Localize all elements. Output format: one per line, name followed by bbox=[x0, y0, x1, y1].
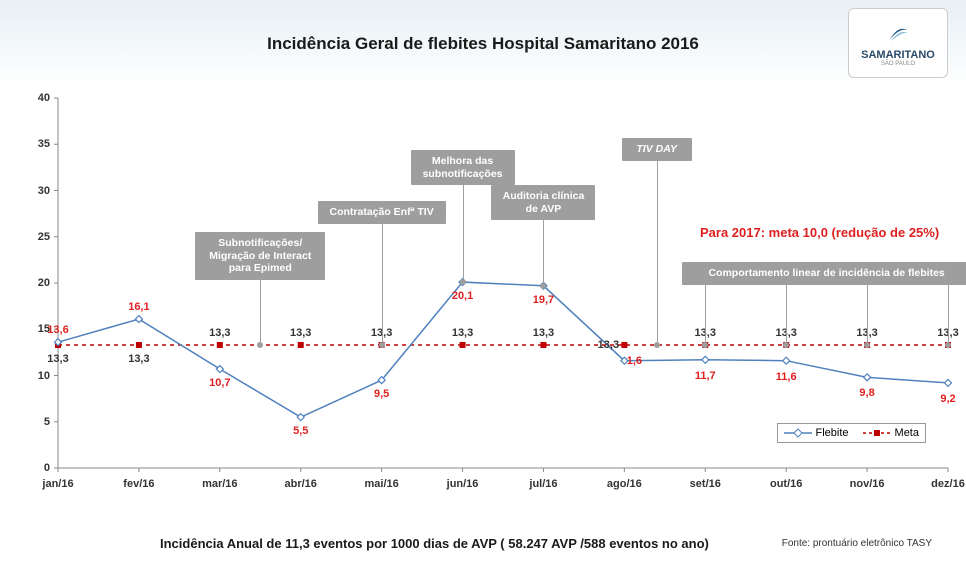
chart-title: Incidência Geral de flebites Hospital Sa… bbox=[267, 34, 699, 54]
chart-container: Incidência Geral de flebites Hospital Sa… bbox=[0, 0, 966, 563]
callout-connector bbox=[867, 285, 868, 342]
callout-dot bbox=[945, 342, 951, 348]
callout-dot bbox=[379, 342, 385, 348]
x-axis-label: jun/16 bbox=[447, 478, 479, 490]
x-axis-label: mai/16 bbox=[365, 478, 399, 490]
meta-data-label: 13,3 bbox=[209, 327, 230, 339]
y-axis-label: 0 bbox=[44, 462, 50, 474]
logo-swoosh-icon bbox=[884, 19, 912, 47]
flebite-data-label: 20,1 bbox=[452, 290, 473, 302]
y-axis-label: 20 bbox=[38, 277, 50, 289]
callout-box: Melhora dassubnotificações bbox=[411, 150, 515, 185]
callout-dot bbox=[654, 342, 660, 348]
flebite-data-label: 1,6 bbox=[627, 355, 642, 367]
callout-connector bbox=[463, 185, 464, 279]
legend-item: Flebite bbox=[784, 427, 849, 439]
flebite-data-label: 10,7 bbox=[209, 377, 230, 389]
legend-item: Meta bbox=[863, 427, 919, 439]
source-label: Fonte: prontuário eletrônico TASY bbox=[782, 538, 932, 549]
callout-box: Contratação Enfª TIV bbox=[318, 201, 446, 224]
y-axis-label: 30 bbox=[38, 185, 50, 197]
logo-name: SAMARITANO bbox=[861, 49, 935, 61]
y-axis-label: 35 bbox=[38, 138, 50, 150]
logo-subtitle: SÃO PAULO bbox=[881, 61, 915, 67]
callout-dot bbox=[864, 342, 870, 348]
x-axis-label: jan/16 bbox=[42, 478, 73, 490]
x-axis-label: set/16 bbox=[690, 478, 721, 490]
legend-label: Flebite bbox=[816, 427, 849, 439]
meta-data-label: 13,3 bbox=[290, 327, 311, 339]
x-axis-label: jul/16 bbox=[529, 478, 557, 490]
callout-box: Comportamento linear de incidência de fl… bbox=[682, 262, 966, 285]
y-axis-label: 40 bbox=[38, 92, 50, 104]
meta-data-label: 13,3 bbox=[452, 327, 473, 339]
x-axis-label: fev/16 bbox=[123, 478, 154, 490]
x-axis-label: dez/16 bbox=[931, 478, 965, 490]
meta-data-label: 13,3 bbox=[533, 327, 554, 339]
callout-box: TIV DAY bbox=[622, 138, 692, 161]
flebite-data-label: 13,6 bbox=[47, 324, 68, 336]
callout-box: Auditoria clínicade AVP bbox=[491, 185, 595, 220]
callout-connector bbox=[786, 285, 787, 342]
x-axis-label: abr/16 bbox=[285, 478, 317, 490]
legend-label: Meta bbox=[895, 427, 919, 439]
callout-connector bbox=[543, 220, 544, 283]
callout-connector bbox=[260, 280, 261, 342]
callout-dot bbox=[460, 279, 466, 285]
y-axis-label: 25 bbox=[38, 231, 50, 243]
flebite-data-label: 9,8 bbox=[859, 387, 874, 399]
flebite-data-label: 9,5 bbox=[374, 388, 389, 400]
flebite-data-label: 11,6 bbox=[776, 371, 797, 383]
callout-connector bbox=[705, 285, 706, 342]
callout-connector bbox=[382, 224, 383, 342]
x-axis-label: out/16 bbox=[770, 478, 802, 490]
flebite-data-label: 9,2 bbox=[940, 393, 955, 405]
callout-box: Subnotificações/Migração de Interactpara… bbox=[195, 232, 325, 280]
x-axis-label: nov/16 bbox=[850, 478, 885, 490]
flebite-data-label: 16,1 bbox=[128, 301, 149, 313]
chart-area: 0510152025303540jan/16fev/16mar/16abr/16… bbox=[0, 88, 966, 518]
legend-swatch bbox=[784, 427, 812, 439]
annual-incidence-footer: Incidência Anual de 11,3 eventos por 100… bbox=[160, 536, 709, 551]
meta-data-label: 13,3 bbox=[128, 353, 149, 365]
callout-connector bbox=[948, 285, 949, 342]
hospital-logo: SAMARITANO SÃO PAULO bbox=[848, 8, 948, 78]
x-axis-label: mar/16 bbox=[202, 478, 237, 490]
flebite-data-label: 11,7 bbox=[695, 370, 716, 382]
flebite-data-label: 5,5 bbox=[293, 425, 308, 437]
callout-connector bbox=[657, 161, 658, 342]
goal-2017-text: Para 2017: meta 10,0 (redução de 25%) bbox=[700, 225, 939, 240]
header: Incidência Geral de flebites Hospital Sa… bbox=[0, 0, 966, 88]
x-axis-label: ago/16 bbox=[607, 478, 642, 490]
legend-swatch bbox=[863, 427, 891, 439]
flebite-data-label: 19,7 bbox=[533, 294, 554, 306]
y-axis-label: 5 bbox=[44, 416, 50, 428]
y-axis-label: 10 bbox=[38, 370, 50, 382]
meta-data-label: 13,3 bbox=[47, 353, 68, 365]
chart-legend: Flebite Meta bbox=[777, 423, 927, 443]
meta-data-label: 13,3 bbox=[598, 339, 619, 351]
